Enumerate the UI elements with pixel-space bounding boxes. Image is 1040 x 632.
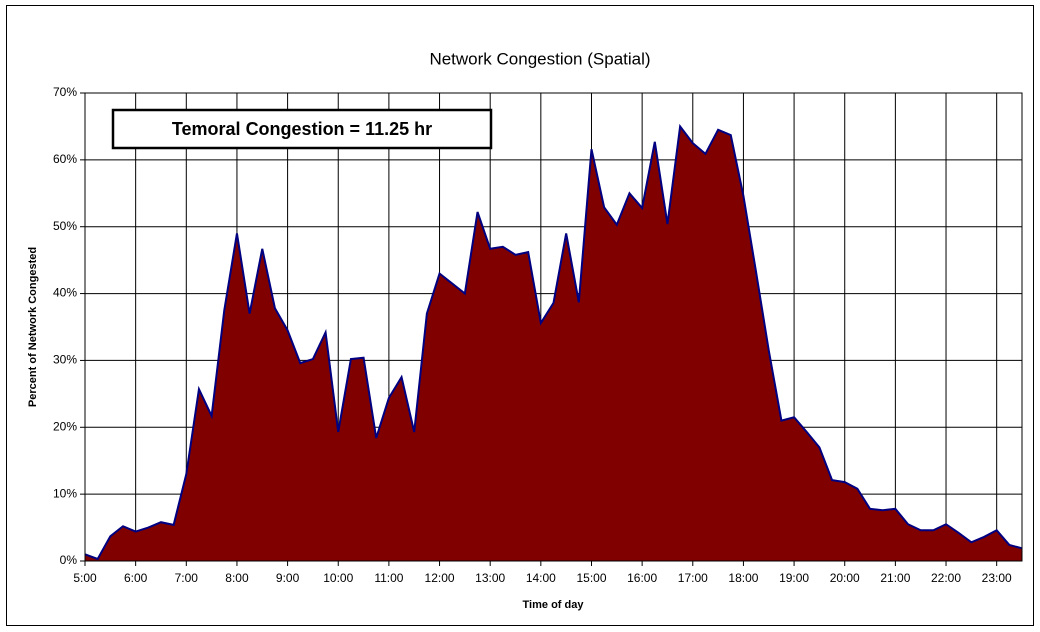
plot-border (84, 92, 1023, 562)
y-tick-label: 70% (53, 85, 77, 99)
chart-title: Network Congestion (Spatial) (429, 49, 650, 68)
x-tick-label: 17:00 (678, 571, 708, 585)
y-tick-label: 0% (60, 553, 78, 567)
y-tick-label: 20% (53, 419, 77, 433)
x-tick-label: 7:00 (175, 571, 199, 585)
x-tick-label: 18:00 (728, 571, 758, 585)
y-tick-label: 30% (53, 353, 77, 367)
y-tick-label: 40% (53, 286, 77, 300)
x-tick-label: 14:00 (526, 571, 556, 585)
annotation-box (111, 108, 493, 150)
x-tick-label: 23:00 (982, 571, 1012, 585)
x-tick-label: 5:00 (73, 571, 97, 585)
x-tick-label: 16:00 (627, 571, 657, 585)
plot-area: 0% 10% 20% 30% 40% 50% 60% 70% 5:00 6:00 7:00 8:00 9… (53, 85, 1023, 585)
x-axis-label: Time of day (523, 599, 585, 611)
x-tick-label: 12:00 (425, 571, 455, 585)
y-tick-label: 60% (53, 152, 77, 166)
annotation: Temoral Congestion = 11.25 hr (172, 119, 432, 139)
x-tick-label: 13:00 (475, 571, 505, 585)
y-tick-label: 50% (53, 219, 77, 233)
x-tick-label: 11:00 (374, 571, 403, 585)
x-tick-label: 22:00 (931, 571, 961, 585)
x-tick-label: 6:00 (124, 571, 148, 585)
x-tick-label: 8:00 (225, 571, 249, 585)
y-axis-label: Percent of Network Congested (27, 247, 39, 407)
x-tick-label: 21:00 (880, 571, 910, 585)
area-line (84, 123, 1023, 561)
x-tick-label: 15:00 (576, 571, 606, 585)
x-tick-label: 20:00 (830, 571, 860, 585)
x-tick-label: 10:00 (323, 571, 353, 585)
area (85, 126, 1022, 561)
y-tick-label: 10% (53, 486, 77, 500)
x-tick-label: 9:00 (276, 571, 300, 585)
x-tick-label: 19:00 (779, 571, 809, 585)
